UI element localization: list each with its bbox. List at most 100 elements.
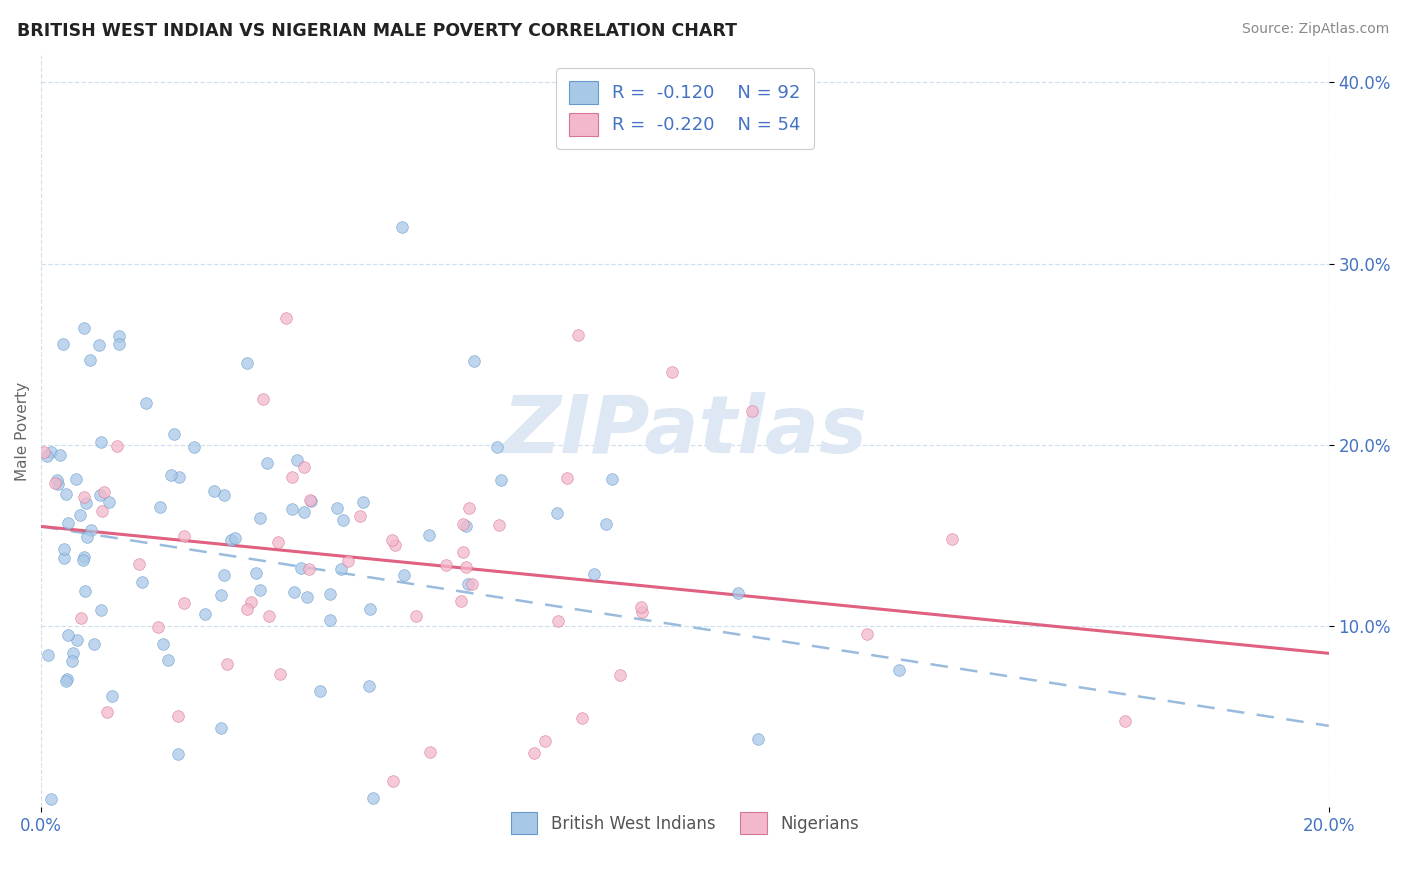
Point (631, 605, 654, 619)
Point (90, 603, 112, 617)
Point (73, 583, 96, 598)
Point (309, 684, 332, 698)
Point (128, 558, 150, 572)
Point (173, 596, 195, 610)
Point (70, 611, 93, 625)
Point (299, 494, 322, 508)
Point (297, 562, 319, 576)
Point (212, 488, 235, 502)
Point (741, 404, 763, 418)
Point (295, 591, 318, 605)
Point (292, 505, 315, 519)
Point (76, 530, 98, 544)
Point (39, 792, 62, 806)
Point (257, 609, 280, 624)
Point (173, 529, 195, 543)
Point (152, 637, 174, 651)
Point (83, 636, 105, 650)
Point (73, 490, 96, 504)
Point (56, 628, 79, 642)
Point (135, 396, 157, 410)
Y-axis label: Male Poverty: Male Poverty (15, 382, 30, 481)
Point (62, 646, 84, 660)
Point (46, 473, 69, 487)
Point (87, 338, 110, 352)
Point (183, 440, 205, 454)
Point (55, 672, 77, 686)
Point (485, 440, 508, 454)
Point (330, 562, 353, 576)
Point (582, 566, 605, 581)
Point (32, 444, 55, 458)
Point (418, 528, 440, 542)
Point (630, 599, 652, 614)
Point (661, 365, 683, 379)
Point (72, 553, 94, 567)
Point (274, 310, 297, 325)
Point (281, 469, 304, 483)
Point (90, 504, 112, 518)
Point (75, 496, 97, 510)
Point (249, 582, 271, 597)
Point (55, 487, 77, 501)
Point (80, 523, 103, 537)
Point (37, 648, 59, 663)
Point (359, 602, 381, 616)
Point (256, 456, 278, 470)
Point (93, 484, 115, 499)
Point (357, 679, 380, 693)
Point (381, 533, 404, 548)
Point (159, 468, 181, 483)
Point (209, 721, 232, 735)
Point (108, 328, 131, 343)
Point (149, 500, 172, 515)
Point (405, 608, 427, 623)
Point (436, 558, 458, 572)
Point (204, 484, 226, 499)
Point (392, 568, 415, 582)
Point (194, 607, 217, 622)
Legend: British West Indians, Nigerians: British West Indians, Nigerians (505, 805, 866, 840)
Point (245, 566, 267, 580)
Point (319, 613, 342, 627)
Point (747, 732, 769, 747)
Point (66, 633, 89, 648)
Point (281, 502, 304, 516)
Point (285, 452, 308, 467)
Point (488, 518, 510, 533)
Point (889, 664, 911, 678)
Point (727, 586, 749, 600)
Point (456, 559, 478, 574)
Point (53, 542, 76, 557)
Point (240, 595, 263, 609)
Point (157, 653, 180, 667)
Point (349, 508, 371, 523)
Point (337, 554, 360, 568)
Point (52, 550, 75, 565)
Point (600, 472, 623, 486)
Point (382, 773, 405, 788)
Point (46, 477, 69, 491)
Point (60, 654, 83, 668)
Point (363, 791, 385, 805)
Point (73, 321, 96, 335)
Point (209, 588, 232, 602)
Point (252, 392, 274, 406)
Point (352, 495, 374, 509)
Point (55, 673, 77, 688)
Point (215, 657, 238, 672)
Point (79, 352, 101, 367)
Point (546, 506, 568, 520)
Point (384, 538, 406, 552)
Point (167, 469, 190, 483)
Point (212, 568, 235, 582)
Point (533, 734, 555, 748)
Point (299, 493, 322, 508)
Point (332, 512, 354, 526)
Point (457, 576, 479, 591)
Point (224, 531, 246, 545)
Point (290, 561, 312, 575)
Point (325, 500, 347, 515)
Point (108, 337, 131, 351)
Point (69, 508, 91, 523)
